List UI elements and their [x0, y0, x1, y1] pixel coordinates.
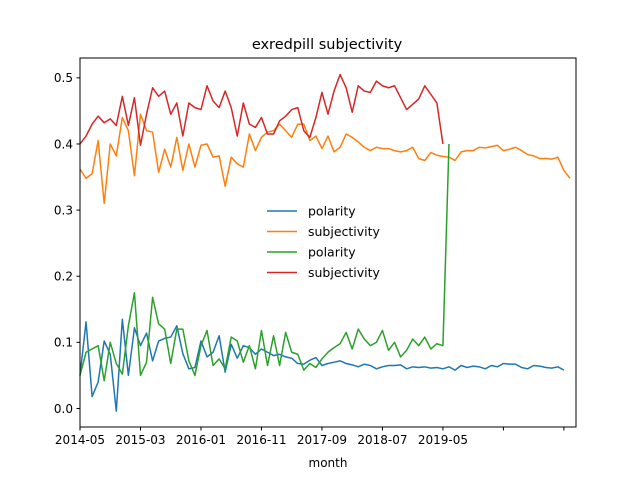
- legend-label: subjectivity: [308, 224, 381, 239]
- legend-label: subjectivity: [308, 265, 381, 280]
- x-tick-label: 2016-11: [236, 433, 286, 447]
- x-axis-label: month: [309, 456, 348, 470]
- series-line-4-subjectivity: [79, 73, 444, 147]
- series-line-2-subjectivity: [79, 113, 571, 205]
- y-tick-label: 0.5: [54, 71, 73, 85]
- y-tick-label: 0.4: [54, 137, 73, 151]
- x-tick-label: 2015-03: [115, 433, 165, 447]
- y-tick-label: 0.1: [54, 336, 73, 350]
- plot-frame: [79, 57, 577, 428]
- legend-label: polarity: [308, 204, 356, 219]
- x-tick-label: 2018-07: [357, 433, 407, 447]
- y-tick-label: 0.3: [54, 203, 73, 217]
- x-tick-label: 2017-09: [297, 433, 347, 447]
- series-line-3-polarity: [79, 143, 450, 382]
- series-line-1-polarity: [79, 318, 565, 412]
- y-tick-label: 0.0: [54, 402, 73, 416]
- chart-title: exredpill subjectivity: [252, 37, 403, 53]
- x-tick-label: 2016-01: [176, 433, 226, 447]
- x-tick-label: 2019-05: [418, 433, 468, 447]
- legend: polarity subjectivity polarity subjectivity: [267, 204, 381, 280]
- legend-label: polarity: [308, 245, 356, 260]
- x-axis: 2014-05 2015-03 2016-01 2016-11 2017-09 2018-…: [55, 427, 565, 447]
- plot-lines: [79, 73, 571, 412]
- y-axis: 0.0 0.1 0.2 0.3 0.4 0.5: [54, 71, 80, 416]
- y-tick-label: 0.2: [54, 270, 73, 284]
- x-tick-label: 2014-05: [55, 433, 105, 447]
